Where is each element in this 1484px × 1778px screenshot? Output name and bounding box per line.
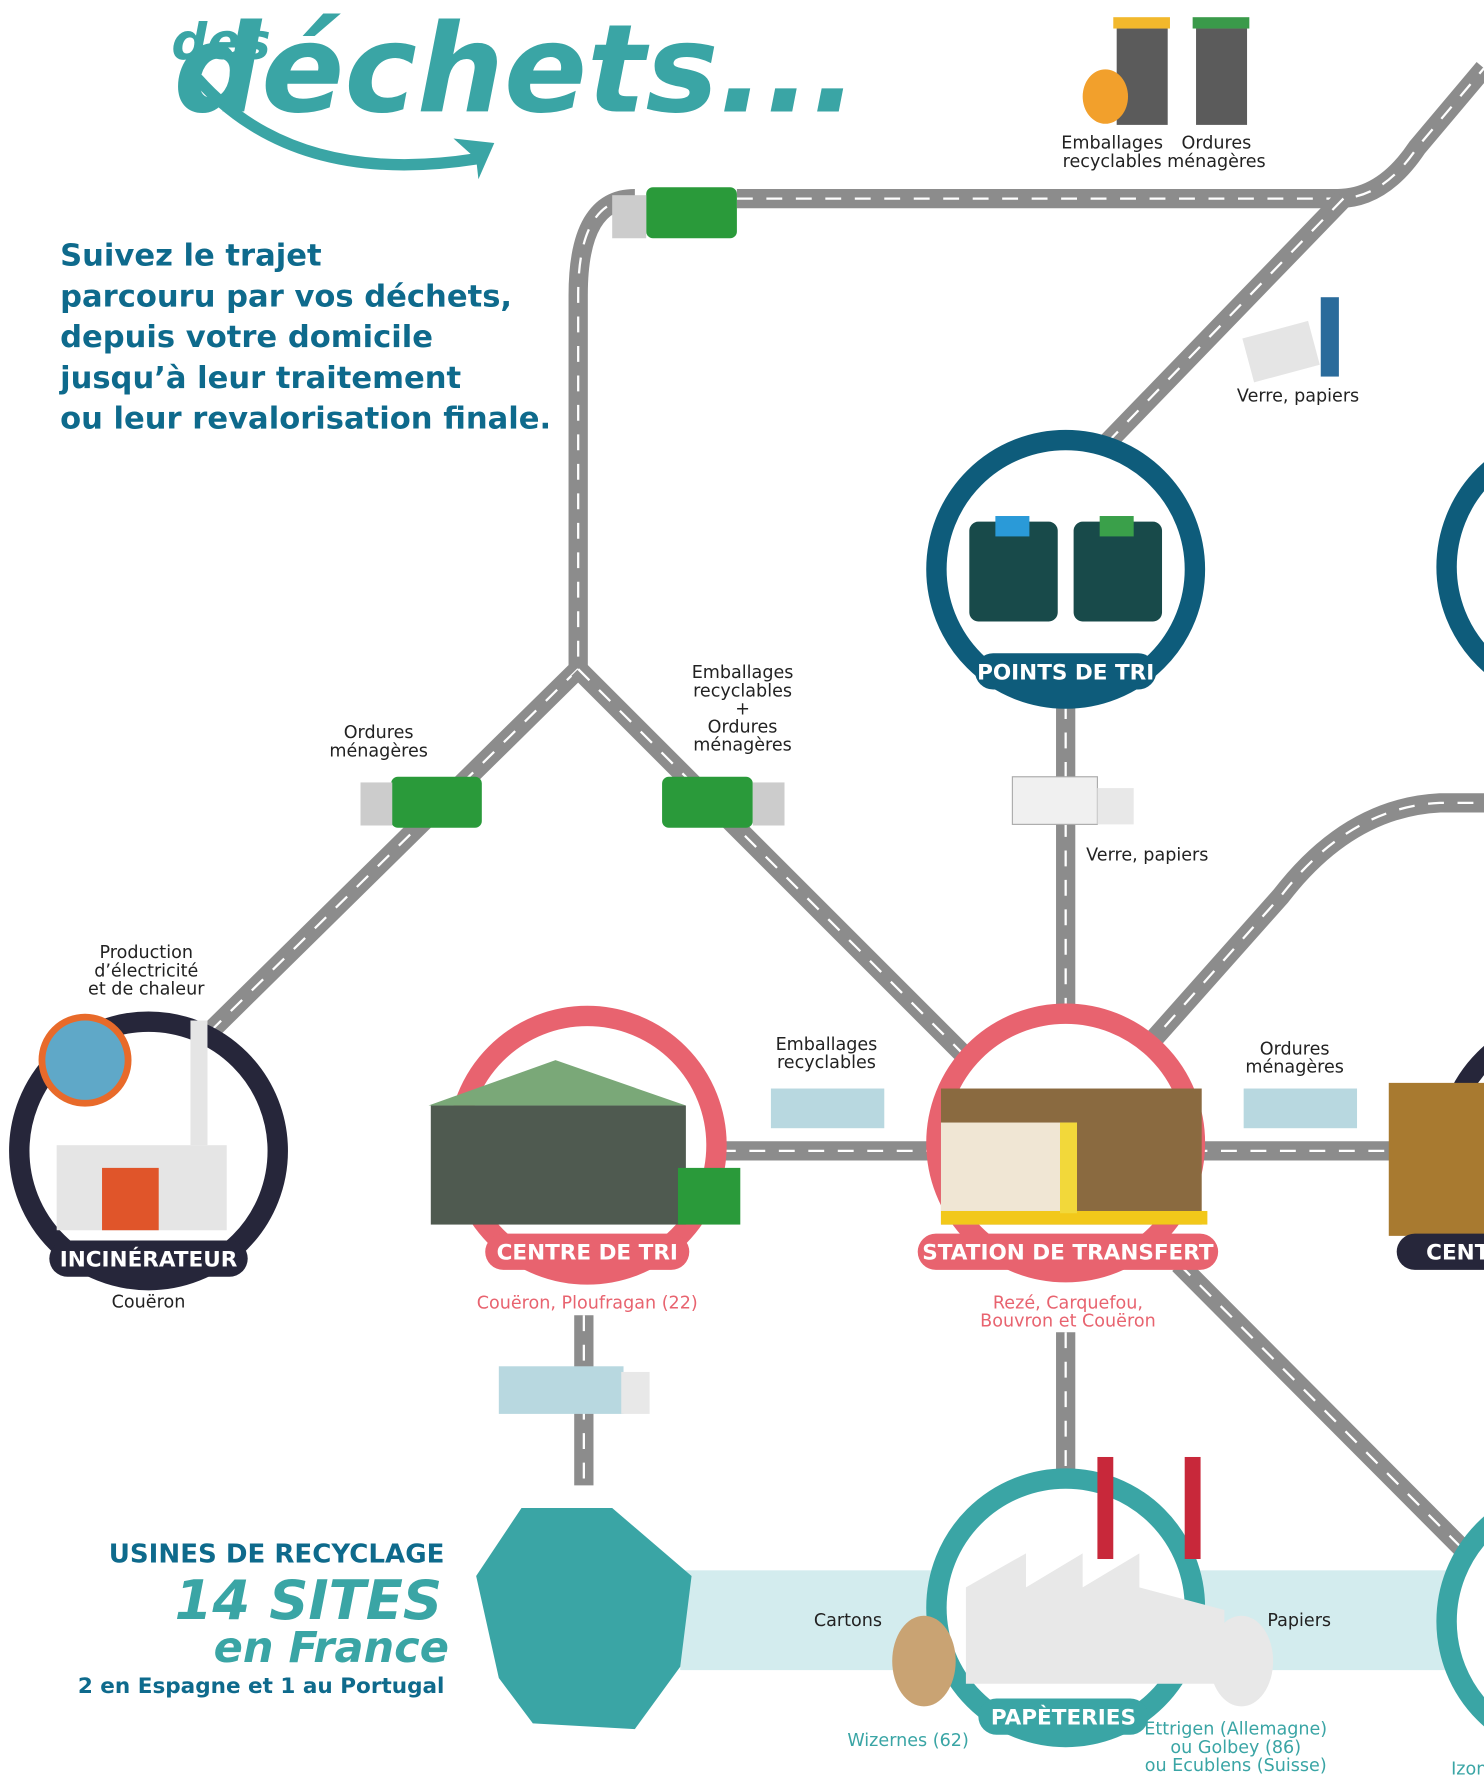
flow-label: ménagères xyxy=(329,741,428,761)
flow-label: recyclables xyxy=(693,681,792,701)
node-location: Izon xyxy=(1451,1759,1484,1778)
flow-label: + xyxy=(735,699,750,719)
node-note: d’électricité xyxy=(94,961,198,981)
node-location: Couëron, Ploufragan (22) xyxy=(477,1293,698,1313)
intro-line: parcouru par vos déchets, xyxy=(60,279,512,314)
bin-label: ménagères xyxy=(1167,152,1266,172)
node-name: CENTRE DE TRI xyxy=(497,1241,678,1266)
node-location: Wizernes (62) xyxy=(847,1731,969,1751)
node-location: Couëron xyxy=(112,1292,186,1312)
intro-line: depuis votre domicile xyxy=(60,320,433,355)
flow-label: Verre, papiers xyxy=(1237,387,1359,407)
node-name: STATION DE TRANSFERT xyxy=(922,1241,1214,1266)
node-location: ou Golbey (86) xyxy=(1170,1738,1301,1758)
recycling-scope: en France xyxy=(214,1623,449,1673)
node-name: PAPÈTERIES xyxy=(991,1705,1136,1731)
recycling-title: USINES DE RECYCLAGE xyxy=(109,1539,445,1569)
node-location: Rezé, Carquefou, xyxy=(993,1293,1143,1313)
flow-label: recyclables xyxy=(777,1053,876,1073)
flow-label: Ordures xyxy=(708,718,778,738)
bin-label: recyclables xyxy=(1063,152,1162,172)
intro-line: jusqu’à leur traitement xyxy=(58,361,461,396)
flow-label: ménagères xyxy=(693,736,792,756)
intro-line: Suivez le trajet xyxy=(60,238,322,273)
node-name: INCINÉRATEUR xyxy=(60,1247,238,1273)
recycling-note: 2 en Espagne et 1 au Portugal xyxy=(78,1674,445,1699)
flow-label: Emballages xyxy=(692,663,794,683)
node-note: et de chaleur xyxy=(88,979,205,999)
node-location: Bouvron et Couëron xyxy=(980,1312,1156,1332)
flow-label: ménagères xyxy=(1245,1058,1344,1078)
flow-label: Verre, papiers xyxy=(1086,846,1208,866)
node-name: CENT xyxy=(1426,1241,1484,1266)
flow-label: Emballages xyxy=(776,1035,878,1055)
node-location: ou Ecublens (Suisse) xyxy=(1145,1756,1327,1776)
bin-label: Ordures xyxy=(1182,134,1252,154)
input-label: Cartons xyxy=(814,1611,882,1631)
flow-label: Ordures xyxy=(1260,1040,1330,1060)
node-location: Ettrigen (Allemagne) xyxy=(1144,1720,1327,1740)
infographic: desdéchets...Suivez le trajetparcouru pa… xyxy=(0,0,1484,1778)
flow-label: Ordures xyxy=(344,723,414,743)
input-label: Papiers xyxy=(1267,1611,1331,1631)
node-name: POINTS DE TRI xyxy=(977,660,1154,685)
node-note: Production xyxy=(100,943,193,963)
bin-label: Emballages xyxy=(1061,134,1163,154)
title-large: déchets... xyxy=(174,0,858,140)
intro-line: ou leur revalorisation finale. xyxy=(60,402,551,437)
